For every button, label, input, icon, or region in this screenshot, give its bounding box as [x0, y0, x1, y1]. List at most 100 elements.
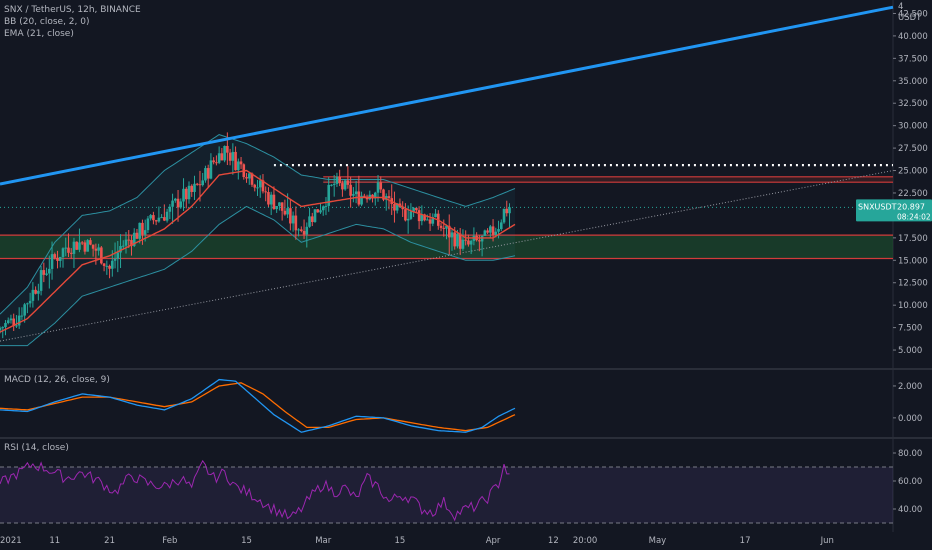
macd-legend[interactable]: MACD (12, 26, close, 9) [4, 375, 110, 385]
candle-body[interactable] [423, 214, 426, 221]
candle-body[interactable] [217, 153, 221, 163]
candle-body[interactable] [256, 187, 259, 189]
candle-body[interactable] [195, 183, 199, 185]
candle-body[interactable] [201, 180, 205, 186]
candle-body[interactable] [132, 232, 136, 246]
candle-body[interactable] [105, 265, 109, 267]
candle-body[interactable] [349, 184, 352, 196]
candle-body[interactable] [453, 232, 457, 247]
candle-body[interactable] [426, 219, 429, 221]
candle-body[interactable] [469, 240, 473, 245]
bb-upper-line[interactable] [0, 134, 516, 315]
candle-body[interactable] [442, 227, 446, 229]
ema-indicator-label[interactable]: EMA (21, close) [4, 29, 74, 39]
candle-body[interactable] [31, 289, 35, 301]
candle-body[interactable] [450, 232, 454, 238]
candle-body[interactable] [130, 240, 133, 246]
candle-body[interactable] [308, 216, 311, 227]
candle-body[interactable] [45, 273, 48, 275]
candle-body[interactable] [226, 145, 229, 153]
candle-body[interactable] [97, 247, 100, 251]
candle-body[interactable] [261, 180, 265, 192]
macd-line[interactable] [0, 378, 516, 433]
candle-body[interactable] [198, 184, 202, 186]
candle-body[interactable] [415, 207, 418, 211]
candle-body[interactable] [305, 226, 309, 235]
candle-body[interactable] [316, 209, 320, 213]
candle-body[interactable] [168, 206, 172, 212]
candles-group[interactable] [0, 132, 511, 339]
ema-line[interactable] [0, 169, 516, 333]
candle-body[interactable] [499, 222, 503, 230]
candle-body[interactable] [91, 244, 95, 249]
resistance-zone[interactable] [323, 176, 893, 183]
candle-body[interactable] [412, 207, 415, 212]
candle-body[interactable] [26, 303, 29, 305]
candle-body[interactable] [6, 320, 10, 324]
candle-body[interactable] [461, 239, 465, 249]
candle-body[interactable] [138, 222, 142, 239]
candle-body[interactable] [300, 229, 303, 232]
candle-body[interactable] [37, 290, 40, 294]
candle-body[interactable] [113, 258, 117, 261]
candle-body[interactable] [171, 200, 174, 207]
candle-body[interactable] [86, 240, 89, 252]
candle-body[interactable] [72, 241, 76, 254]
candle-body[interactable] [64, 247, 68, 249]
candle-body[interactable] [456, 233, 459, 247]
candle-body[interactable] [483, 230, 487, 236]
candle-body[interactable] [119, 246, 122, 253]
candle-body[interactable] [184, 188, 188, 200]
candle-body[interactable] [373, 192, 377, 199]
candle-body[interactable] [491, 226, 495, 235]
macd-signal-line[interactable] [0, 382, 516, 432]
candle-body[interactable] [160, 217, 163, 219]
rsi-legend[interactable]: RSI (14, close) [4, 443, 69, 453]
candle-body[interactable] [17, 315, 21, 326]
candle-body[interactable] [280, 202, 284, 211]
symbol-title[interactable]: SNX / TetherUS, 12h, BINANCE [4, 5, 141, 15]
candle-body[interactable] [330, 184, 333, 186]
candle-body[interactable] [464, 239, 467, 241]
candle-body[interactable] [179, 201, 183, 208]
candle-body[interactable] [253, 184, 257, 188]
support-zone[interactable] [0, 235, 893, 259]
candle-body[interactable] [174, 198, 177, 201]
candle-body[interactable] [146, 218, 150, 231]
candle-body[interactable] [467, 240, 470, 245]
candle-body[interactable] [291, 215, 295, 224]
candle-body[interactable] [28, 300, 32, 304]
candle-body[interactable] [143, 230, 147, 235]
candle-body[interactable] [220, 153, 224, 161]
candle-body[interactable] [508, 207, 511, 214]
candle-body[interactable] [0, 327, 2, 331]
candle-body[interactable] [332, 183, 336, 185]
candle-body[interactable] [231, 151, 235, 161]
candle-body[interactable] [50, 254, 54, 269]
candle-body[interactable] [363, 195, 366, 197]
candle-body[interactable] [343, 180, 347, 190]
candle-body[interactable] [69, 252, 73, 254]
candle-body[interactable] [302, 231, 306, 235]
candle-body[interactable] [338, 176, 341, 184]
candle-body[interactable] [401, 206, 404, 210]
candle-body[interactable] [327, 184, 331, 206]
candle-body[interactable] [165, 211, 169, 221]
candle-body[interactable] [264, 191, 268, 193]
candle-body[interactable] [39, 270, 43, 291]
candle-body[interactable] [239, 161, 243, 165]
candle-body[interactable] [278, 202, 281, 207]
candle-body[interactable] [234, 151, 237, 171]
candle-body[interactable] [58, 257, 62, 261]
candle-body[interactable] [310, 216, 314, 222]
candle-body[interactable] [212, 160, 215, 163]
candle-body[interactable] [352, 194, 355, 196]
candle-body[interactable] [157, 217, 161, 222]
candle-body[interactable] [489, 226, 492, 233]
candle-body[interactable] [376, 182, 380, 193]
candle-body[interactable] [447, 225, 451, 238]
candle-body[interactable] [431, 217, 435, 224]
candle-body[interactable] [313, 209, 317, 222]
candle-body[interactable] [154, 220, 158, 222]
